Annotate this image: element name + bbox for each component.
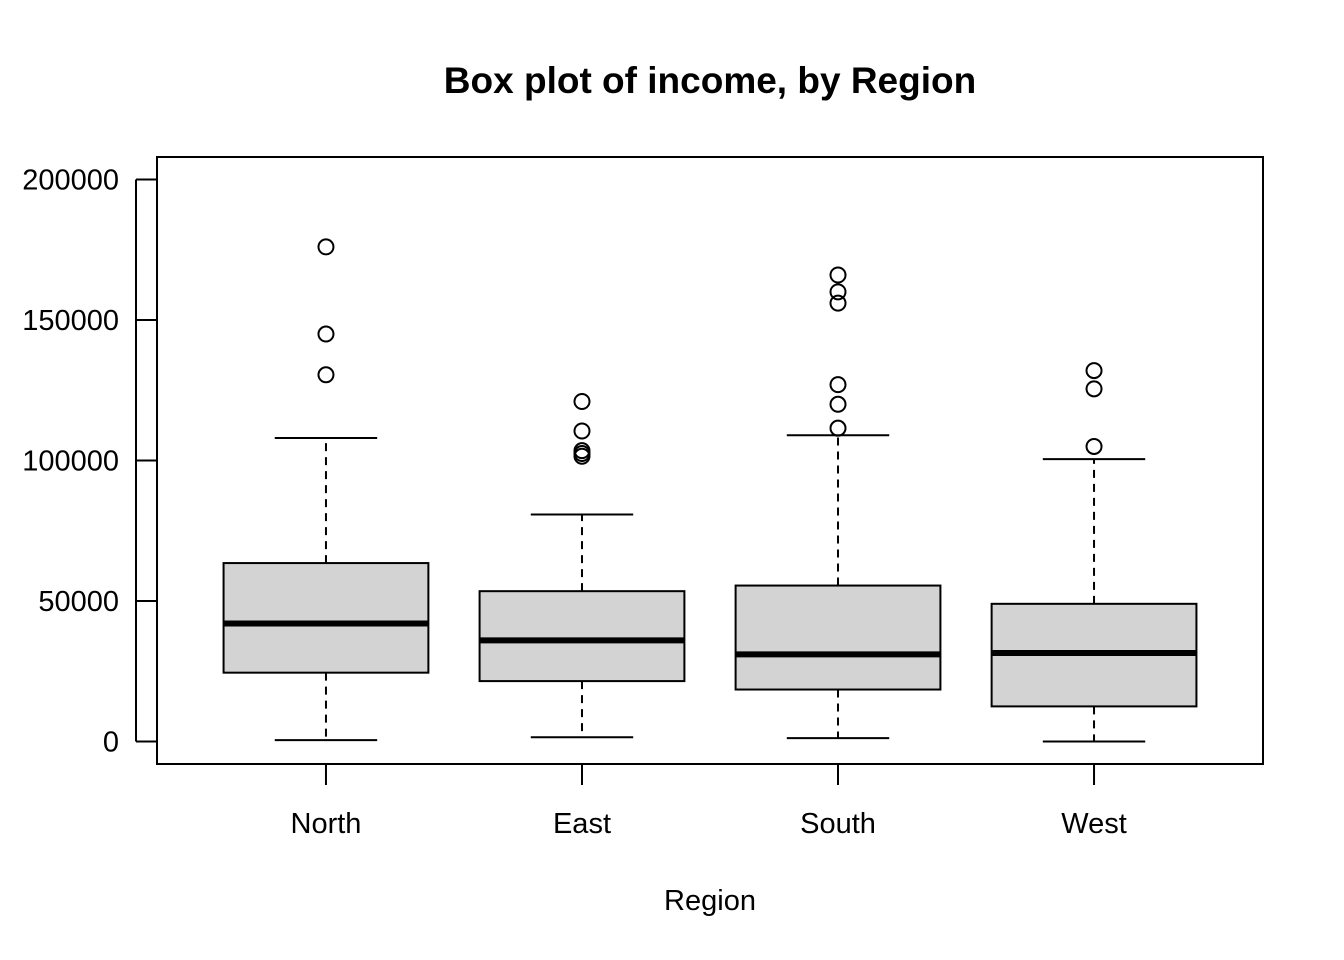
- x-axis-label: Region: [664, 885, 756, 917]
- outlier-point: [1085, 380, 1103, 398]
- y-tick-label: 100000: [22, 446, 119, 478]
- outlier-point: [573, 442, 591, 460]
- x-tick-label: South: [800, 808, 876, 840]
- outlier-point: [573, 422, 591, 440]
- outlier-point: [1085, 437, 1103, 455]
- outlier-point: [1085, 362, 1103, 380]
- box-iqr: [734, 584, 942, 691]
- outlier-point: [829, 419, 847, 437]
- box-north: [222, 238, 430, 742]
- outlier-point: [317, 238, 335, 256]
- y-tick-label: 0: [103, 727, 119, 759]
- outlier-point: [317, 325, 335, 343]
- chart-title: Box plot of income, by Region: [444, 60, 976, 101]
- y-tick-label: 50000: [38, 586, 119, 618]
- x-axis: North East South West: [291, 763, 1127, 840]
- box-east: [478, 392, 686, 739]
- x-tick-label: North: [291, 808, 362, 840]
- outlier-point: [829, 395, 847, 413]
- y-axis: 0 50000 100000 150000 200000: [22, 164, 157, 759]
- box-iqr: [222, 562, 430, 674]
- outlier-point: [829, 294, 847, 312]
- box-west: [990, 362, 1198, 743]
- outlier-point: [829, 283, 847, 301]
- outlier-point: [573, 392, 591, 410]
- outlier-point: [829, 376, 847, 394]
- x-tick-label: West: [1061, 808, 1127, 840]
- boxes: [222, 238, 1198, 743]
- outlier-point: [829, 266, 847, 284]
- outlier-point: [317, 366, 335, 384]
- y-tick-label: 200000: [22, 164, 119, 196]
- x-tick-label: East: [553, 808, 611, 840]
- box-iqr: [478, 590, 686, 683]
- box-south: [734, 266, 942, 740]
- y-tick-label: 150000: [22, 305, 119, 337]
